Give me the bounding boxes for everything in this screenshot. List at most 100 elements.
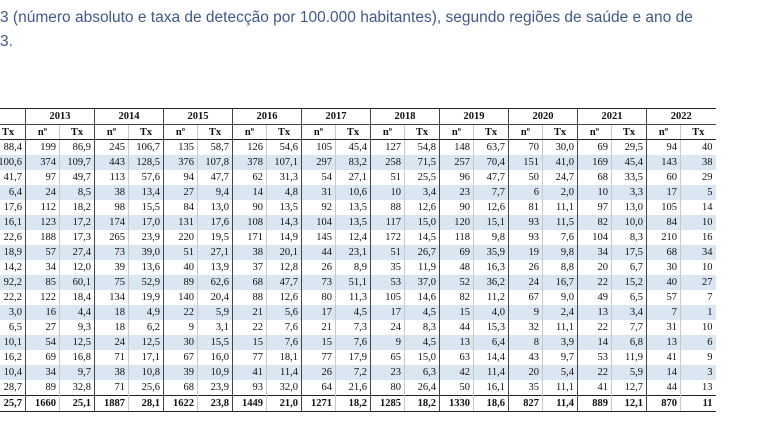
rate-cell: 7,6 (266, 335, 302, 350)
year-header: 2013 (25, 108, 95, 125)
table-row: 28,7 89 32,8 71 25,6 68 23,9 93 32,0 64 21,6 80 26,4… (0, 380, 716, 396)
count-cell: 16 (25, 305, 60, 320)
rate-cell: 12,4 (335, 230, 371, 245)
table-row: 17,6 112 18,2 98 15,5 84 13,0 90 13,5 92 13,5 88 12,… (0, 200, 716, 215)
rate-cell: 39,0 (128, 245, 164, 260)
count-cell: 13 (646, 335, 681, 350)
count-cell: 70 (508, 139, 543, 155)
count-cell: 17 (370, 305, 405, 320)
count-cell: 105 (301, 139, 336, 155)
count-cell: 13 (439, 335, 474, 350)
count-cell: 34 (577, 245, 612, 260)
count-cell: 23 (370, 365, 405, 380)
count-cell: 171 (232, 230, 267, 245)
count-cell: 30 (646, 260, 681, 275)
rate-cell: 12,8 (266, 260, 302, 275)
rate-cell: 18,2 (335, 395, 371, 412)
year-header: 2017 (301, 108, 371, 125)
rate-cell: 83,2 (335, 155, 371, 170)
table-row: 22,2 122 18,4 134 19,9 140 20,4 88 12,6 80 11,3 105… (0, 290, 716, 305)
rate-cell: 20,4 (197, 290, 233, 305)
rate-cell: 16 (680, 230, 716, 245)
rate-cell: 32,0 (266, 380, 302, 396)
rate-cell: 13,5 (335, 200, 371, 215)
subheader-rate: Tx (0, 124, 26, 140)
table-row: 16,1 123 17,2 174 17,0 131 17,6 108 14,3 104 13,5 1… (0, 215, 716, 230)
count-cell: 40 (163, 260, 198, 275)
subheader-rate: Tx (473, 124, 509, 140)
count-cell: 148 (439, 139, 474, 155)
count-cell: 39 (94, 260, 129, 275)
count-cell: 374 (25, 155, 60, 170)
year-header: 2014 (94, 108, 164, 125)
rate-cell: 22,2 (0, 290, 26, 305)
count-cell: 53 (370, 275, 405, 290)
rate-cell: 18,6 (473, 395, 509, 412)
rate-cell: 4,5 (404, 305, 440, 320)
rate-cell: 25,6 (128, 380, 164, 396)
count-cell: 172 (370, 230, 405, 245)
rate-cell: 38 (680, 155, 716, 170)
rate-cell: 7,7 (611, 320, 647, 335)
count-cell: 27 (163, 185, 198, 200)
count-cell: 85 (25, 275, 60, 290)
count-cell: 17 (301, 305, 336, 320)
rate-cell: 21,0 (266, 395, 302, 412)
count-cell: 17 (646, 185, 681, 200)
rate-cell: 9 (680, 350, 716, 365)
year-header: 2020 (508, 108, 578, 125)
count-cell: 64 (301, 380, 336, 396)
rate-cell: 24,7 (542, 170, 578, 185)
rate-cell: 13,6 (128, 260, 164, 275)
rate-cell: 11,1 (542, 200, 578, 215)
rate-cell: 32,8 (59, 380, 95, 396)
subheader-count: nº (508, 124, 543, 140)
year-header: 2016 (232, 108, 302, 125)
count-cell: 15 (232, 335, 267, 350)
rate-cell: 5,9 (197, 305, 233, 320)
rate-cell: 18,4 (59, 290, 95, 305)
rate-cell: 14,6 (404, 290, 440, 305)
count-cell: 94 (163, 170, 198, 185)
rate-cell: 26,4 (404, 380, 440, 396)
count-cell: 31 (646, 320, 681, 335)
count-cell: 199 (25, 139, 60, 155)
rate-cell: 15,2 (611, 275, 647, 290)
subheader-row: Tx nº Tx nº Tx nº Tx nº Tx nº Tx nº Tx nº Tx nº Tx nº Tx nº… (0, 124, 716, 140)
rate-cell: 18,2 (59, 200, 95, 215)
rate-cell: 8,3 (611, 230, 647, 245)
count-cell: 24 (508, 275, 543, 290)
count-cell: 93 (508, 215, 543, 230)
count-cell: 50 (508, 170, 543, 185)
rate-cell: 41,0 (542, 155, 578, 170)
rate-cell: 7,2 (335, 365, 371, 380)
count-cell: 69 (577, 139, 612, 155)
rate-cell: 6,8 (611, 335, 647, 350)
rate-cell: 3,4 (611, 305, 647, 320)
count-cell: 1622 (163, 395, 198, 412)
rate-cell: 11,9 (404, 260, 440, 275)
subheader-count: nº (163, 124, 198, 140)
rate-cell: 40 (680, 139, 716, 155)
rate-cell: 16,0 (197, 350, 233, 365)
rate-cell: 15,3 (473, 320, 509, 335)
count-cell: 98 (94, 200, 129, 215)
rate-cell: 27,4 (59, 245, 95, 260)
count-cell: 51 (370, 245, 405, 260)
count-cell: 257 (439, 155, 474, 170)
rate-cell: 14,4 (473, 350, 509, 365)
rate-cell: 107,1 (266, 155, 302, 170)
rate-cell: 14,5 (404, 230, 440, 245)
rate-cell: 109,7 (59, 155, 95, 170)
total-row: 25,7 1660 25,1 1887 28,1 1622 23,8 1449 21,0 1271… (0, 395, 716, 412)
rate-cell: 25,5 (404, 170, 440, 185)
rate-cell: 33,5 (611, 170, 647, 185)
rate-cell: 9,8 (473, 230, 509, 245)
count-cell: 870 (646, 395, 681, 412)
rate-cell: 4,4 (59, 305, 95, 320)
rate-cell: 41,7 (0, 170, 26, 185)
rate-cell: 13,9 (197, 260, 233, 275)
count-cell: 39 (163, 365, 198, 380)
rate-cell: 15,0 (404, 350, 440, 365)
rate-cell: 16,1 (0, 215, 26, 230)
